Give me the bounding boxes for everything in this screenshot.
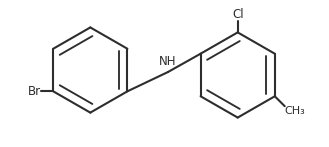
Text: CH₃: CH₃	[285, 106, 306, 116]
Text: NH: NH	[159, 55, 177, 68]
Text: Cl: Cl	[232, 7, 243, 20]
Text: Br: Br	[28, 85, 41, 98]
